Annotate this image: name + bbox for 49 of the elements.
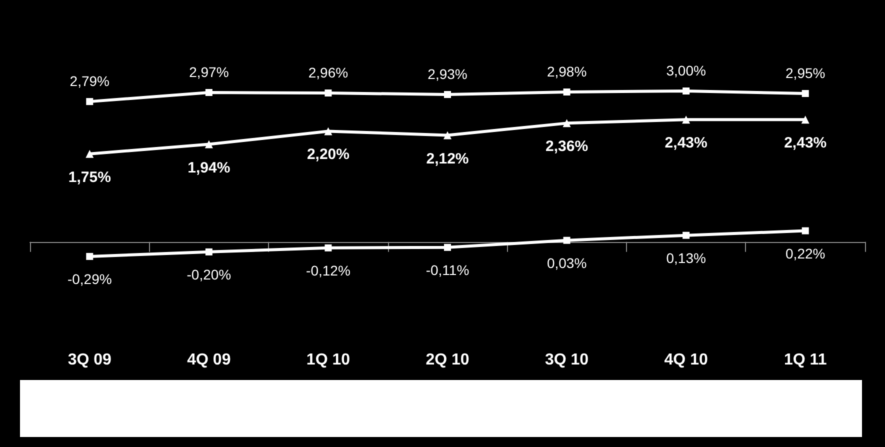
data-label: 0,13%	[666, 250, 706, 266]
point	[444, 131, 452, 140]
point	[562, 119, 571, 128]
data-label: 2,97%	[189, 64, 229, 80]
point	[86, 252, 94, 260]
point	[324, 127, 332, 136]
data-label: 2,43%	[664, 134, 708, 152]
data-label: -0,20%	[186, 266, 232, 282]
x-tick-label: 1Q 10	[306, 352, 350, 368]
data-label: 2,43%	[784, 134, 827, 152]
data-label: 2,95%	[786, 65, 826, 82]
data-label: 2,98%	[546, 64, 587, 80]
x-tick-label: 4Q 09	[187, 352, 231, 368]
data-label: 0,22%	[786, 245, 826, 262]
point	[204, 140, 213, 148]
data-label: 0,03%	[546, 254, 587, 271]
x-tick-label: 3Q 09	[68, 352, 112, 368]
point	[444, 91, 451, 98]
point	[205, 248, 212, 256]
data-label: 2,93%	[428, 66, 468, 82]
point	[324, 244, 332, 252]
x-tick-label: 4Q 10	[664, 352, 708, 368]
data-label: 2,36%	[546, 138, 588, 156]
data-label: 2,20%	[306, 146, 350, 164]
point	[324, 90, 332, 97]
data-label: -0,11%	[426, 262, 470, 278]
data-label: 2,12%	[426, 150, 469, 168]
point	[86, 98, 94, 106]
x-tick-label: 1Q 11	[784, 352, 827, 368]
x-tick-label: 2Q 10	[426, 352, 470, 368]
data-label: 2,96%	[308, 64, 348, 81]
point	[86, 150, 94, 158]
point	[563, 236, 570, 244]
point	[682, 88, 690, 94]
point	[801, 116, 810, 124]
point	[802, 90, 809, 98]
point	[205, 89, 212, 96]
point	[563, 88, 570, 96]
data-label: 3,00%	[666, 62, 706, 78]
point	[682, 116, 690, 124]
data-label: 1,94%	[188, 159, 230, 176]
point	[444, 244, 451, 251]
data-label: -0,29%	[67, 270, 112, 287]
point	[802, 227, 809, 234]
x-tick-label: 3Q 10	[544, 352, 589, 368]
data-label: 1,75%	[68, 168, 111, 186]
data-label: -0,12%	[306, 262, 350, 278]
point	[682, 232, 690, 239]
data-label: 2,79%	[70, 73, 110, 90]
